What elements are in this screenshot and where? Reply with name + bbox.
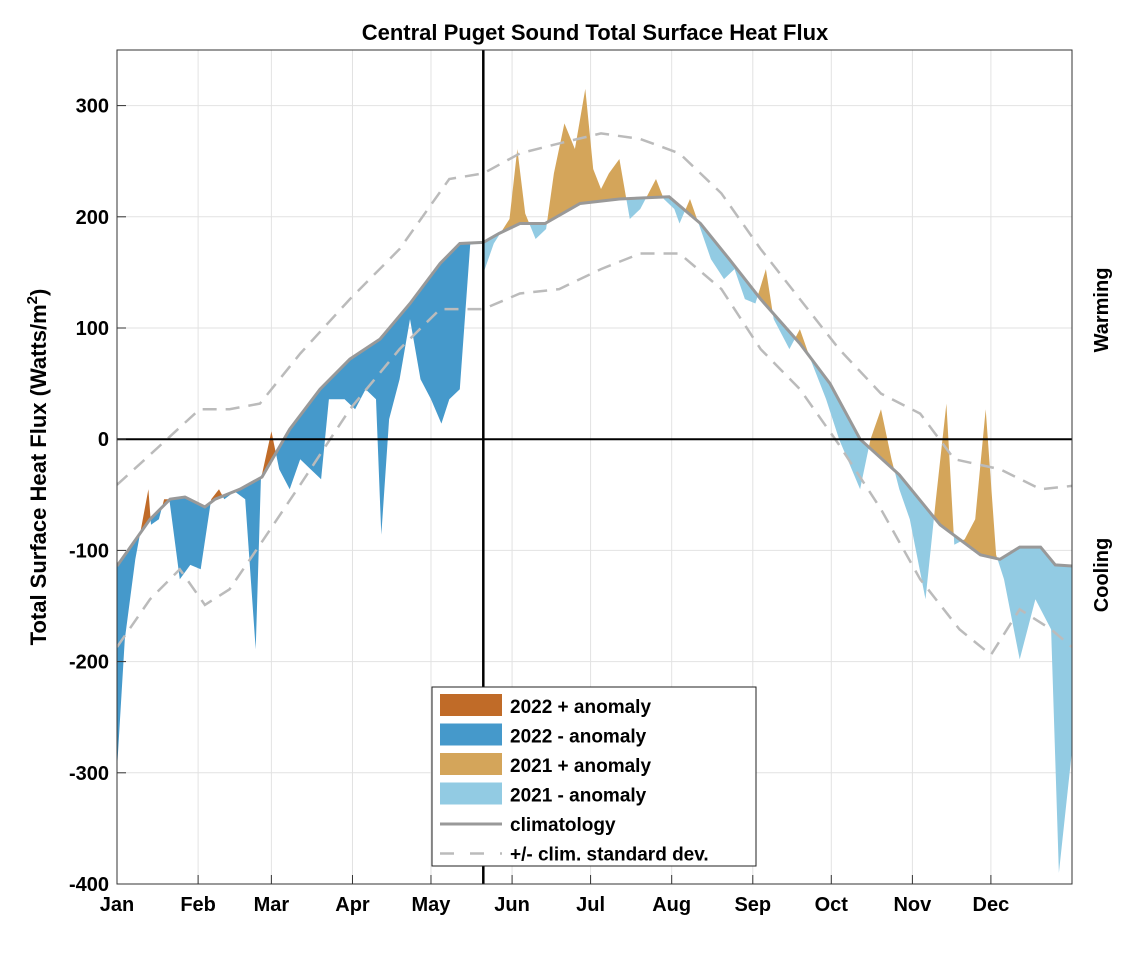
x-tick-label: May — [412, 894, 452, 916]
anomaly-negative-2022 — [117, 242, 484, 770]
y-tick-label: -300 — [69, 763, 109, 785]
anomaly-fills — [117, 88, 1072, 873]
std-upper-line — [117, 132, 1072, 491]
y-axis-label: Total Surface Heat Flux (Watts/m2) — [24, 289, 51, 646]
legend-label: +/- clim. standard dev. — [510, 845, 709, 866]
x-tick-label: Sep — [734, 894, 771, 916]
y-tick-label: 100 — [76, 318, 109, 340]
std-lower-line — [117, 252, 1072, 657]
x-tick-label: Feb — [180, 894, 216, 916]
x-tick-label: Nov — [893, 894, 932, 916]
legend: 2022 + anomaly 2022 - anomaly 2021 + anoma… — [431, 686, 757, 867]
y-tick-label: 300 — [76, 96, 109, 118]
x-tick-label: Dec — [973, 894, 1010, 916]
legend-label: 2022 - anomaly — [510, 727, 647, 748]
chart-title: Central Puget Sound Total Surface Heat F… — [362, 20, 829, 45]
legend-swatch — [440, 694, 502, 716]
legend-swatch — [440, 782, 502, 805]
plot-frame — [116, 49, 1073, 885]
y-tick-label: -200 — [69, 652, 109, 674]
axes: -400 -300 -200 -100 0 100 200 300 Jan Feb Mar Apr Ma… — [69, 49, 1073, 916]
climatology-line — [117, 195, 1072, 568]
legend-label: 2021 - anomaly — [510, 786, 647, 807]
x-tick-label: Apr — [335, 894, 370, 916]
x-tick-label: Aug — [652, 894, 691, 916]
legend-swatch — [440, 753, 502, 775]
legend-label: 2021 + anomaly — [510, 756, 651, 777]
x-tick-label: Jan — [100, 894, 134, 916]
legend-swatch — [440, 723, 502, 746]
y-tick-label: 200 — [76, 207, 109, 229]
x-tick-label: Jun — [494, 894, 530, 916]
x-tick-label: Oct — [815, 894, 849, 916]
legend-label: 2022 + anomaly — [510, 697, 651, 718]
warming-label: Warming — [1091, 268, 1113, 353]
legend-label: climatology — [510, 815, 616, 836]
x-tick-label: Mar — [254, 894, 290, 916]
y-tick-label: 0 — [98, 429, 109, 451]
cooling-label: Cooling — [1091, 538, 1113, 612]
y-tick-label: -100 — [69, 540, 109, 562]
x-tick-label: Jul — [576, 894, 605, 916]
y-tick-label: -400 — [69, 874, 109, 896]
